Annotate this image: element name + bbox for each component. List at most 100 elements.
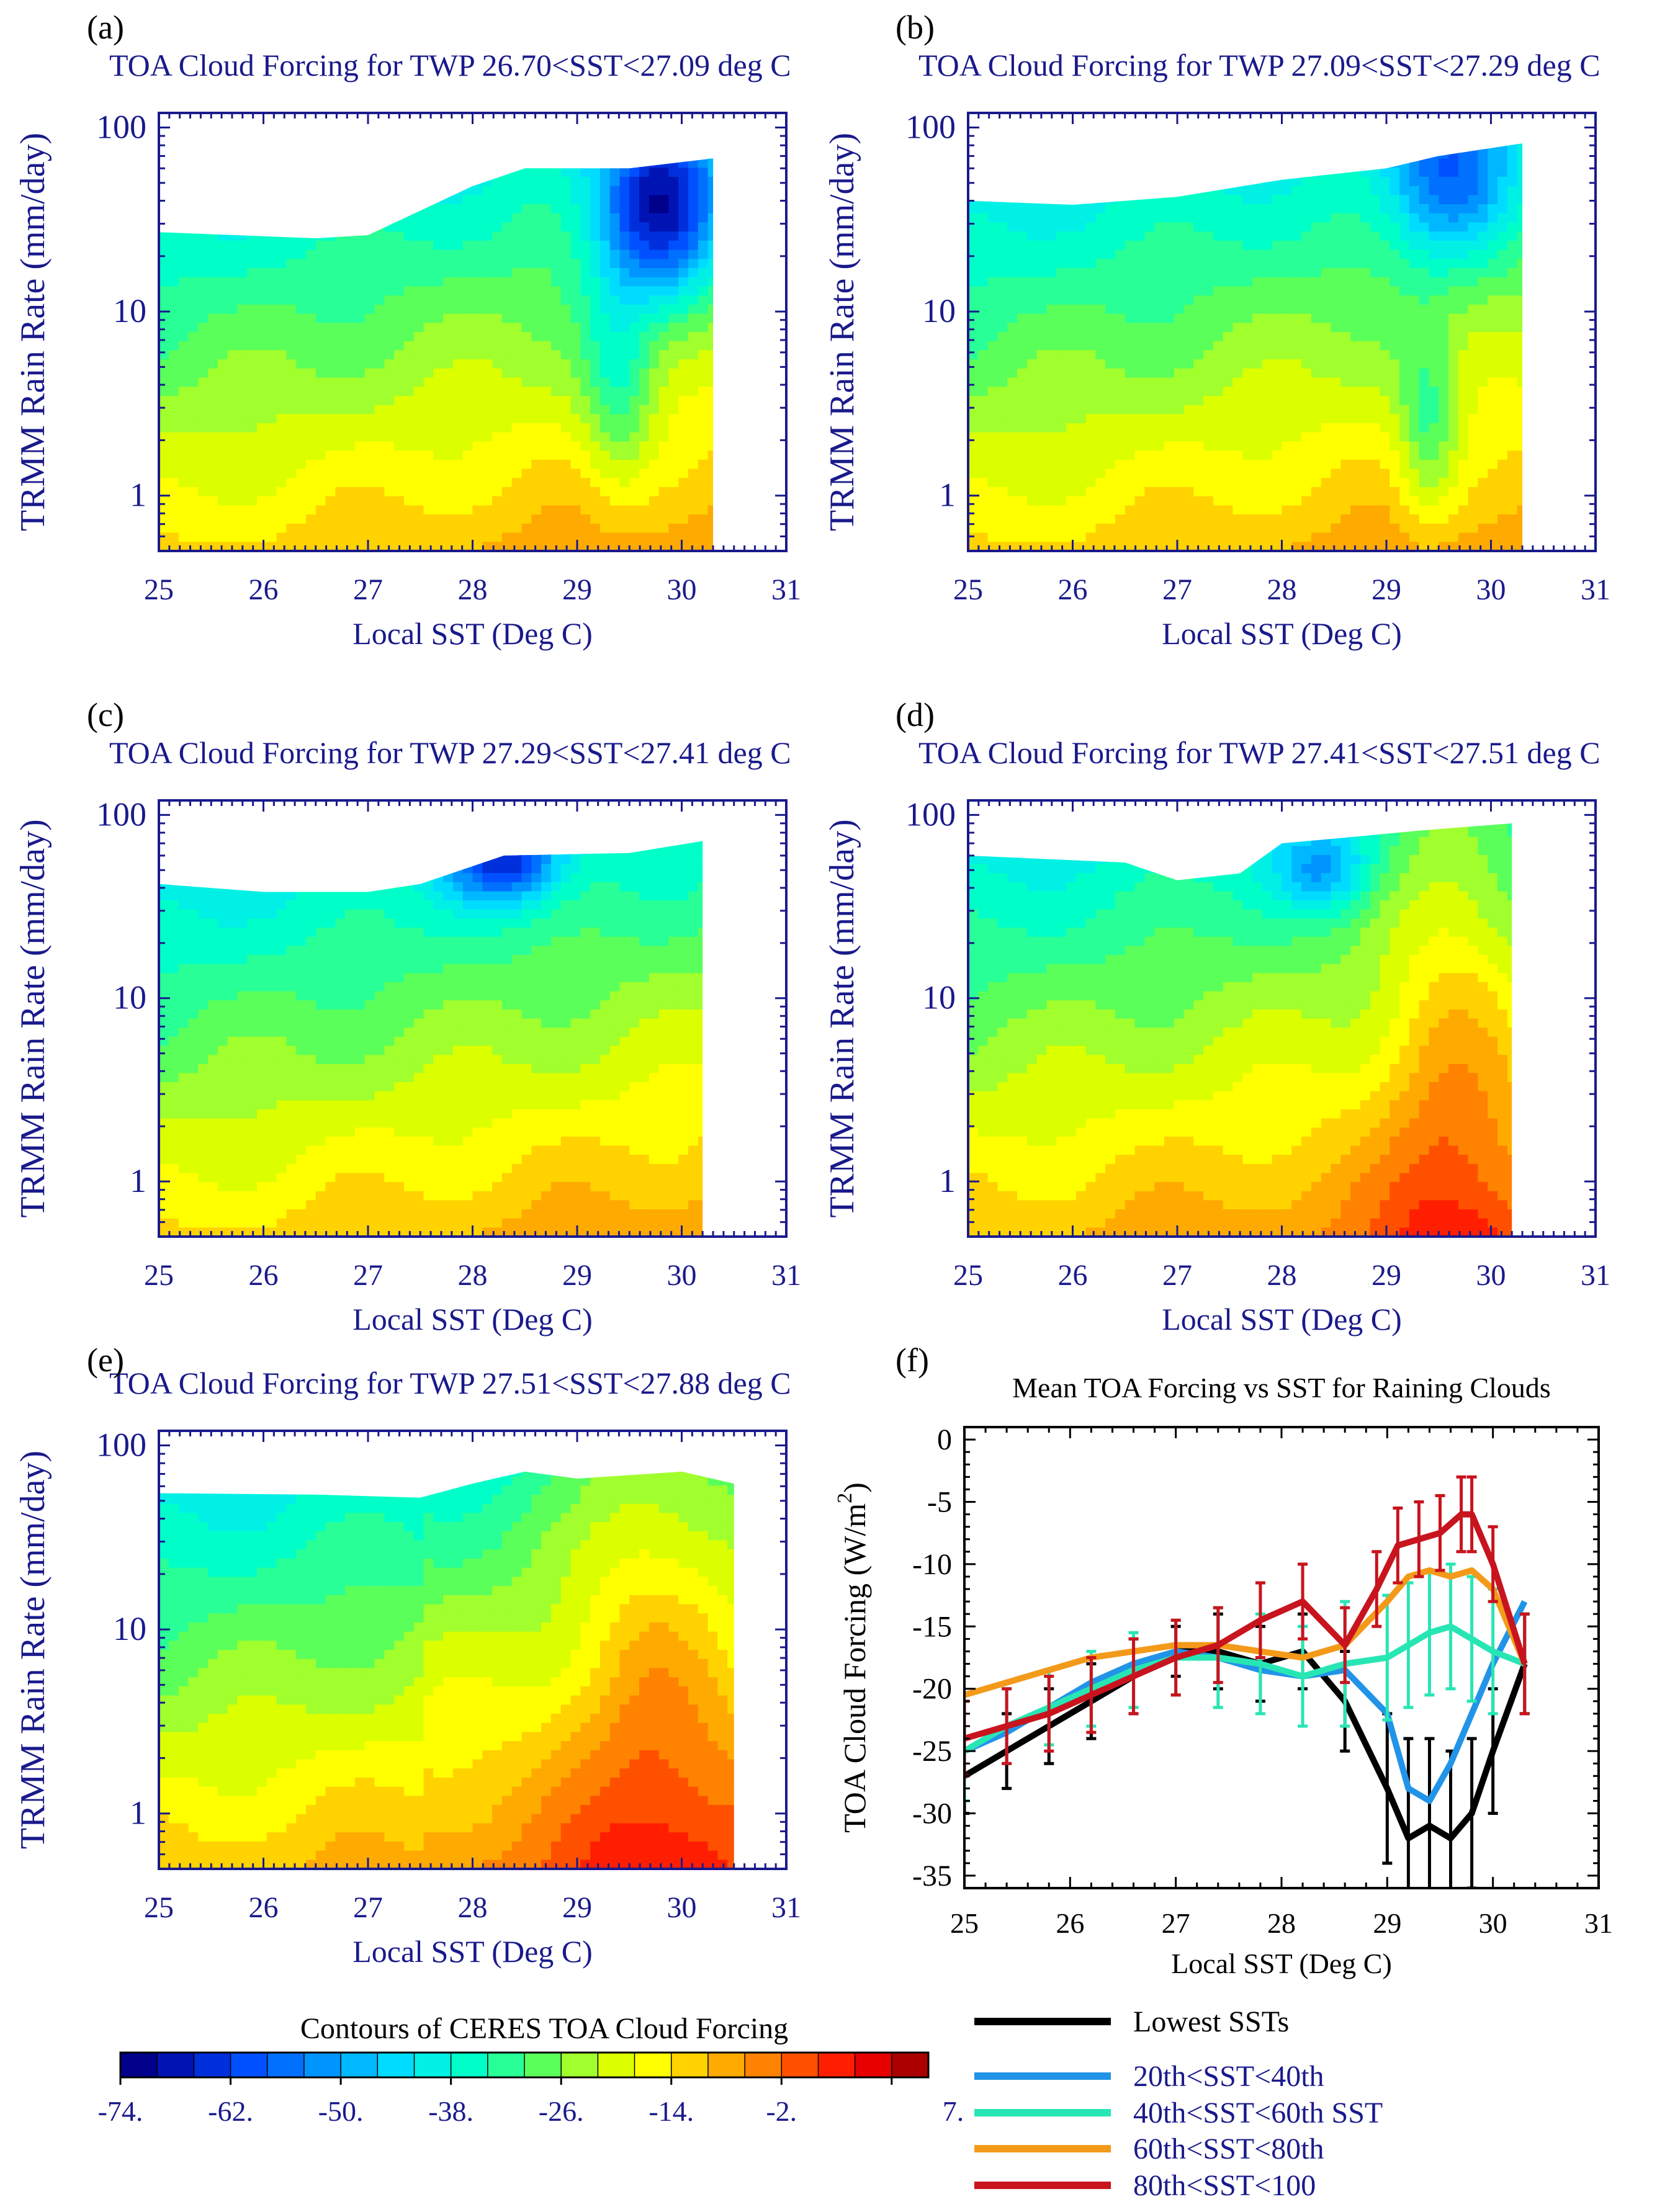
colorbar-label: -26.: [539, 2095, 584, 2127]
y-axis: 1 10 100: [96, 795, 786, 1238]
x-tick-label: 30: [667, 573, 697, 606]
x-tick-label: 27: [1162, 1259, 1192, 1292]
series-line: [964, 1567, 1528, 1698]
panel-c: 25 26 27 28 29 30 31 Local SST (Deg C) 1 10 100 TRM…: [14, 696, 801, 1337]
x-tick-label: 26: [249, 573, 279, 606]
panel-a: 25 26 27 28 29 30 31 Local SST (Deg C) 1 10 100 TRM…: [14, 9, 801, 651]
x-tick-label: 29: [562, 573, 592, 606]
x-tick-label: 26: [249, 1259, 279, 1292]
panel-b: 25 26 27 28 29 30 31 Local SST (Deg C) 1 10 100 TRM…: [823, 9, 1610, 651]
x-axis: 25 26 27 28 29 30 31: [950, 1427, 1613, 1939]
colorbar-title: Contours of CERES TOA Cloud Forcing: [300, 2012, 788, 2045]
heatmap-cells: [968, 143, 1523, 552]
series-line: [964, 1623, 1526, 1754]
x-axis-label: Local SST (Deg C): [1162, 616, 1402, 651]
colorbar-cell: [891, 2052, 930, 2078]
panel-label: (e): [87, 1341, 124, 1379]
colorbar-cell: [781, 2052, 819, 2078]
y-tick-label: -20: [912, 1673, 952, 1706]
colorbar-cell: [854, 2052, 893, 2078]
heatmap-cells: [968, 823, 1512, 1237]
x-tick-label: 25: [953, 573, 983, 606]
legend-label: 20th<SST<40th: [1133, 2060, 1324, 2093]
x-tick-label: 25: [950, 1907, 979, 1939]
colorbar-cell: [744, 2052, 783, 2078]
y-tick-label: 1: [130, 1162, 146, 1199]
colorbar-cell: [597, 2052, 635, 2078]
panel-f: 25 26 27 28 29 30 31 Local SST (Deg C) 0 -5 -10 -15…: [833, 1341, 1613, 1979]
x-axis-label: Local SST (Deg C): [1171, 1948, 1392, 1979]
x-axis-label: Local SST (Deg C): [352, 616, 593, 651]
x-tick-label: 30: [667, 1259, 697, 1292]
colorbar-cell: [120, 2052, 158, 2078]
panel-title: TOA Cloud Forcing for TWP 27.51<SST<27.8…: [109, 1366, 791, 1400]
x-tick-label: 27: [353, 1259, 383, 1292]
colorbar-cell: [450, 2052, 489, 2078]
panel-title: TOA Cloud Forcing for TWP 27.41<SST<27.5…: [918, 735, 1600, 770]
colorbar-cell: [487, 2052, 526, 2078]
legend-item: 40th<SST<60th SST: [974, 2097, 1383, 2129]
colorbar-cell: [230, 2052, 269, 2078]
panel-label: (b): [896, 9, 935, 46]
legend: Lowest SSTs 20th<SST<40th 40th<SST<60th SS…: [974, 2005, 1383, 2202]
legend-label: 60th<SST<80th: [1133, 2133, 1324, 2165]
legend-item: 20th<SST<40th: [974, 2060, 1324, 2093]
plot-area: [964, 1475, 1530, 1888]
x-tick-label: 27: [1162, 573, 1192, 606]
x-tick-label: 28: [1267, 1907, 1296, 1939]
panel-title: TOA Cloud Forcing for TWP 27.29<SST<27.4…: [109, 735, 791, 770]
series-line: [964, 1511, 1528, 1742]
x-axis-label: Local SST (Deg C): [352, 1934, 593, 1969]
x-tick-label: 31: [771, 1891, 801, 1924]
panel-label: (f): [896, 1341, 929, 1379]
x-tick-label: 31: [771, 1259, 801, 1292]
y-tick-label: -35: [912, 1860, 952, 1892]
y-axis: 1 10 100: [96, 1426, 786, 1870]
x-tick-label: 26: [1058, 573, 1088, 606]
y-axis-label: TRMM Rain Rate (mm/day): [823, 133, 861, 531]
x-axis: 25 26 27 28 29 30 31: [144, 113, 801, 606]
x-axis: 25 26 27 28 29 30 31: [144, 800, 801, 1292]
x-tick-label: 31: [1584, 1907, 1613, 1939]
y-axis: 0 -5 -10 -15 -20 -25 -30 -35: [912, 1423, 1599, 1892]
panel-title: TOA Cloud Forcing for TWP 26.70<SST<27.0…: [109, 48, 791, 83]
y-tick-label: 1: [939, 477, 956, 514]
series-80th-sst-100: [964, 1475, 1530, 1778]
colorbar-label: -62.: [208, 2095, 253, 2127]
panel-title: Mean TOA Forcing vs SST for Raining Clou…: [1012, 1372, 1551, 1404]
panel-title: TOA Cloud Forcing for TWP 27.09<SST<27.2…: [918, 48, 1600, 83]
x-axis-label: Local SST (Deg C): [352, 1302, 593, 1337]
x-tick-label: 27: [353, 1891, 383, 1924]
colorbar-label: -38.: [428, 2095, 474, 2127]
y-tick-label: 100: [905, 795, 956, 833]
x-tick-label: 31: [1581, 573, 1610, 606]
x-tick-label: 28: [458, 573, 488, 606]
x-tick-label: 29: [562, 1259, 592, 1292]
colorbar-label: -74.: [98, 2095, 143, 2127]
x-tick-label: 27: [353, 573, 383, 606]
y-tick-label: 1: [130, 1794, 146, 1832]
x-tick-label: 29: [562, 1891, 592, 1924]
x-axis: 25 26 27 28 29 30 31: [144, 1431, 801, 1924]
x-tick-label: 31: [1581, 1259, 1610, 1292]
y-tick-label: -25: [912, 1735, 952, 1768]
y-tick-label: -5: [927, 1485, 952, 1518]
x-axis-label: Local SST (Deg C): [1162, 1302, 1402, 1337]
y-tick-label: 100: [905, 108, 956, 145]
x-tick-label: 28: [1267, 573, 1297, 606]
colorbar-frame: [119, 2051, 930, 2079]
x-tick-label: 27: [1162, 1907, 1190, 1939]
y-tick-label: 100: [96, 108, 146, 145]
colorbar-cell: [303, 2052, 342, 2078]
colorbar-cell: [670, 2052, 709, 2078]
heatmap-cells: [159, 1471, 734, 1869]
colorbar-cell: [340, 2052, 379, 2078]
panel-label: (d): [896, 696, 935, 733]
colorbar-label: -14.: [649, 2095, 694, 2127]
legend-item: Lowest SSTs: [974, 2005, 1289, 2038]
x-tick-label: 25: [144, 1259, 174, 1292]
y-tick-label: 10: [113, 292, 146, 329]
colorbar-cell: [413, 2052, 452, 2078]
x-tick-label: 26: [1056, 1907, 1084, 1939]
x-tick-label: 30: [667, 1891, 697, 1924]
